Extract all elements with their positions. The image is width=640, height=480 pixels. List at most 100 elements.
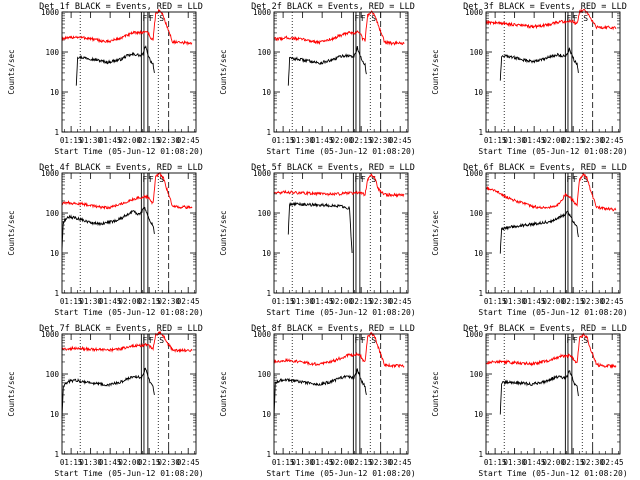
panel-det-3: Det 3f BLACK = Events, RED = LLD Counts/s…	[431, 2, 628, 156]
x-tick-label: 02:15	[350, 458, 373, 467]
y-tick-label: 10	[262, 249, 272, 258]
panel-det-2: Det 2f BLACK = Events, RED = LLD Counts/s…	[219, 2, 416, 156]
y-tick-label: 100	[469, 370, 483, 379]
y-tick-label: 1	[266, 128, 271, 137]
panel-title: Det 2f BLACK = Events, RED = LLD	[251, 2, 415, 12]
x-tick-label: 02:00	[118, 136, 141, 145]
panel-det-1: Det 1f BLACK = Events, RED = LLD Counts/s…	[7, 2, 204, 156]
flag-annotation: S	[371, 14, 376, 23]
y-axis-label: Counts/sec	[219, 210, 228, 255]
x-tick-label: 01:15	[60, 136, 83, 145]
y-axis-label: Counts/sec	[7, 210, 16, 255]
y-tick-label: 1000	[253, 8, 272, 17]
x-tick-label: 02:45	[177, 297, 200, 306]
y-tick-label: 100	[45, 370, 59, 379]
plot-frame	[273, 172, 409, 294]
y-axis-label: Counts/sec	[7, 49, 16, 94]
x-tick-label: 01:15	[484, 458, 507, 467]
x-tick-label: 01:15	[272, 458, 295, 467]
x-tick-label: 01:45	[99, 297, 122, 306]
x-tick-label: 02:30	[369, 458, 392, 467]
flag-annotation: S	[583, 175, 588, 184]
y-axis-label: Counts/sec	[431, 210, 440, 255]
x-tick-label: 02:45	[177, 458, 200, 467]
flag-annotation: S	[583, 14, 588, 23]
series-events-line	[61, 367, 155, 419]
flag-annotation: S	[371, 336, 376, 345]
y-axis-label: Counts/sec	[7, 371, 16, 416]
y-tick-label: 1000	[253, 169, 272, 178]
x-tick-label: 01:45	[523, 297, 546, 306]
y-axis-label: Counts/sec	[219, 371, 228, 416]
x-axis-label: Start Time (05-Jun-12 01:08:20)	[266, 469, 415, 478]
flag-annotation: S	[159, 336, 164, 345]
series-events-line	[287, 46, 367, 86]
flag-annotation: F	[149, 14, 154, 23]
x-tick-label: 01:30	[503, 136, 526, 145]
y-tick-label: 10	[474, 410, 484, 419]
x-tick-label: 02:30	[157, 297, 180, 306]
panel-det-8: Det 8f BLACK = Events, RED = LLD Counts/s…	[219, 324, 416, 478]
flag-annotation: F	[354, 336, 359, 345]
x-tick-label: 02:00	[330, 136, 353, 145]
panel-det-6: Det 6f BLACK = Events, RED = LLD Counts/s…	[431, 163, 628, 317]
y-tick-label: 1	[478, 289, 483, 298]
x-tick-label: 01:30	[79, 458, 102, 467]
series-lld-line	[61, 330, 193, 353]
y-tick-label: 10	[474, 88, 484, 97]
x-axis-label: Start Time (05-Jun-12 01:08:20)	[478, 308, 627, 317]
panel-title: Det 4f BLACK = Events, RED = LLD	[39, 163, 203, 173]
x-tick-label: 02:30	[157, 136, 180, 145]
flag-annotation: F	[361, 14, 366, 23]
x-tick-label: 01:30	[503, 458, 526, 467]
x-tick-label: 02:15	[138, 297, 161, 306]
x-axis-label: Start Time (05-Jun-12 01:08:20)	[478, 469, 627, 478]
x-tick-label: 02:15	[562, 136, 585, 145]
panel-det-4: Det 4f BLACK = Events, RED = LLD Counts/s…	[7, 163, 204, 317]
x-tick-label: 01:30	[503, 297, 526, 306]
y-tick-label: 1000	[465, 169, 484, 178]
x-axis-label: Start Time (05-Jun-12 01:08:20)	[54, 147, 203, 156]
y-tick-label: 10	[50, 88, 60, 97]
flag-annotation: S	[159, 14, 164, 23]
x-tick-label: 02:15	[138, 458, 161, 467]
flag-annotation: F	[573, 14, 578, 23]
flag-annotation: S	[583, 336, 588, 345]
x-tick-label: 02:45	[601, 458, 624, 467]
flag-annotation: F	[566, 14, 571, 23]
x-tick-label: 02:00	[542, 458, 565, 467]
y-tick-label: 1	[478, 128, 483, 137]
x-tick-label: 01:15	[272, 297, 295, 306]
y-axis-label: Counts/sec	[219, 49, 228, 94]
series-events-line	[61, 205, 155, 251]
series-events-line	[499, 370, 579, 415]
x-tick-label: 02:30	[369, 136, 392, 145]
flag-annotation: F	[573, 175, 578, 184]
x-tick-label: 02:00	[118, 458, 141, 467]
x-tick-label: 02:45	[389, 458, 412, 467]
panel-title: Det 6f BLACK = Events, RED = LLD	[463, 163, 627, 173]
y-tick-label: 1000	[41, 169, 60, 178]
y-tick-label: 1000	[41, 330, 60, 339]
x-tick-label: 01:30	[79, 297, 102, 306]
y-tick-label: 1000	[465, 8, 484, 17]
x-tick-label: 02:45	[389, 136, 412, 145]
x-tick-label: 02:45	[601, 136, 624, 145]
x-axis-label: Start Time (05-Jun-12 01:08:20)	[478, 147, 627, 156]
flag-annotation: F	[566, 336, 571, 345]
x-tick-label: 02:00	[542, 297, 565, 306]
plot-frame	[61, 333, 197, 455]
x-axis-label: Start Time (05-Jun-12 01:08:20)	[266, 147, 415, 156]
series-lld-line	[485, 332, 617, 369]
x-tick-label: 01:30	[291, 297, 314, 306]
y-tick-label: 10	[50, 410, 60, 419]
x-tick-label: 02:45	[389, 297, 412, 306]
y-tick-label: 100	[469, 209, 483, 218]
y-tick-label: 10	[262, 410, 272, 419]
x-tick-label: 02:30	[581, 136, 604, 145]
flag-annotation: F	[149, 336, 154, 345]
series-lld-line	[62, 172, 193, 210]
flag-annotation: F	[361, 175, 366, 184]
plot-frame	[61, 11, 197, 133]
flag-annotation: F	[142, 175, 147, 184]
